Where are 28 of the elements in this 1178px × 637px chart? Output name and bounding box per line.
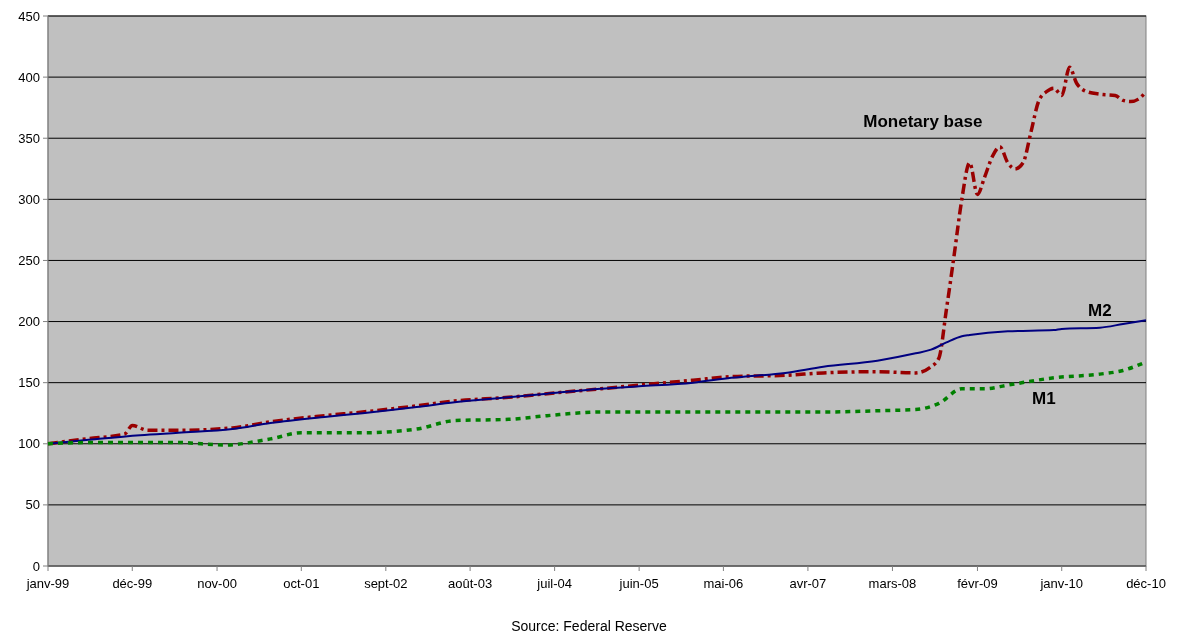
y-tick-label: 100 (18, 436, 40, 452)
x-tick-label: nov-00 (197, 576, 237, 591)
series-label: M1 (1032, 388, 1056, 408)
x-tick-label: juil-04 (536, 576, 572, 591)
x-tick-label: janv-99 (25, 576, 70, 591)
x-tick-label: mai-06 (703, 576, 744, 591)
y-tick-label: 350 (18, 130, 40, 146)
x-tick-label: sept-02 (364, 576, 408, 591)
x-tick-label: déc-99 (112, 576, 153, 591)
y-tick-label: 450 (18, 8, 40, 24)
source-note: Source: Federal Reserve (511, 618, 668, 634)
y-tick-label: 0 (32, 558, 40, 574)
series-label: Monetary base (863, 111, 983, 131)
x-tick-label: déc-10 (1126, 576, 1166, 591)
x-tick-label: avr-07 (789, 576, 827, 591)
y-tick-label: 50 (25, 497, 40, 513)
series-label: M2 (1088, 300, 1112, 320)
x-tick-label: août-03 (448, 576, 493, 591)
x-tick-label: juin-05 (618, 576, 659, 591)
x-tick-label: févr-09 (957, 576, 998, 591)
x-tick-label: oct-01 (283, 576, 320, 591)
y-tick-label: 150 (18, 375, 40, 391)
x-tick-label: janv-10 (1039, 576, 1084, 591)
y-tick-label: 250 (18, 252, 40, 268)
y-tick-label: 200 (18, 314, 40, 330)
x-tick-label: mars-08 (868, 576, 917, 591)
y-tick-label: 400 (18, 69, 40, 85)
y-tick-label: 300 (18, 191, 40, 207)
